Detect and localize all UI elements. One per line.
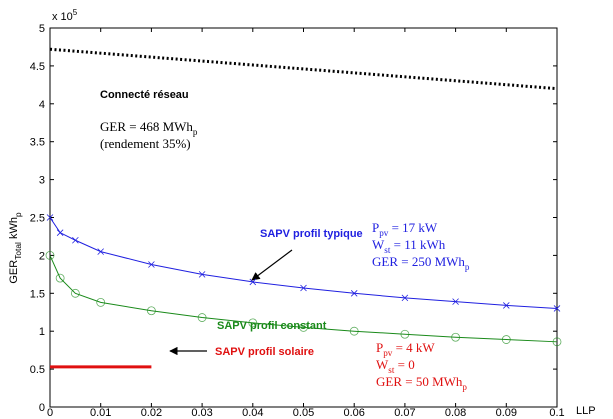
y-tick-label: 4 — [39, 99, 45, 111]
subscript: p — [193, 127, 198, 137]
y-tick-label: 1.5 — [30, 288, 45, 300]
marker — [146, 306, 156, 316]
x-tick-label: 0.03 — [191, 407, 212, 419]
text-part: P — [372, 220, 379, 235]
x-tick-label: 0.05 — [293, 407, 314, 419]
x-axis-label: LLP — [576, 405, 596, 417]
multiplier-base: x 10 — [52, 11, 73, 23]
subscript: st — [388, 365, 395, 375]
annotation: Ppv = 17 kW — [372, 220, 438, 238]
subscript: st — [384, 245, 391, 255]
x-tick-label: 0.09 — [496, 407, 517, 419]
series-line — [49, 255, 558, 343]
marker — [97, 248, 104, 255]
marker — [198, 271, 206, 278]
marker — [248, 318, 258, 328]
marker — [72, 236, 79, 244]
marker — [70, 288, 80, 298]
series-label: SAPV profil solaire — [215, 346, 314, 358]
subscript: p — [462, 382, 467, 392]
y-tick-label: 0.5 — [30, 364, 45, 376]
y-tick-label: 1 — [39, 326, 45, 338]
text-part: GER — [8, 260, 20, 284]
marker — [55, 273, 65, 283]
x-tick-label: 0.06 — [343, 407, 364, 419]
y-axis-label: GERTotal kWhp — [8, 212, 23, 284]
x-tick-label: 0.08 — [445, 407, 466, 419]
subscript: p — [13, 212, 23, 217]
text-part: GER = 468 MWh — [100, 119, 193, 134]
text-part: W — [376, 357, 389, 372]
y-tick-label: 2.5 — [30, 213, 45, 225]
marker — [45, 250, 55, 260]
y-tick-label: 3.5 — [30, 137, 45, 149]
x-tick-label: 0 — [47, 407, 53, 419]
marker — [552, 337, 562, 347]
series-label: Connecté réseau — [100, 89, 189, 101]
marker — [503, 302, 510, 309]
annotation: GER = 250 MWhp — [372, 254, 470, 272]
y-tick-label: 0 — [39, 402, 45, 414]
text-part: = 11 kWh — [390, 237, 445, 252]
text-part: = 4 kW — [392, 340, 435, 355]
text-part: kWh — [8, 217, 20, 242]
marker — [148, 261, 155, 268]
x-tick-label: 0.1 — [549, 407, 564, 419]
subscript: pv — [383, 348, 393, 358]
marker — [401, 294, 409, 302]
marker — [501, 335, 511, 344]
series-label: SAPV profil constant — [217, 320, 327, 332]
series-label: SAPV profil typique — [260, 228, 363, 240]
marker — [452, 298, 459, 305]
marker — [96, 297, 106, 307]
marker — [350, 290, 358, 297]
marker — [197, 313, 207, 322]
marker — [249, 278, 257, 286]
y-tick-label: 3 — [39, 175, 45, 187]
marker — [299, 323, 308, 332]
x-tick-label: 0.02 — [141, 407, 162, 419]
x-tick-label: 0.04 — [242, 407, 263, 419]
text-part: GER = 250 MWh — [372, 254, 465, 269]
x-tick-label: 0.01 — [90, 407, 111, 419]
multiplier-exp: 5 — [73, 8, 78, 17]
marker — [46, 214, 54, 221]
arrow — [251, 249, 293, 281]
marker — [400, 329, 410, 339]
subscript: pv — [379, 228, 389, 238]
y-tick-label: 2 — [39, 250, 45, 262]
text-part: P — [376, 340, 383, 355]
text-part: = 0 — [394, 357, 414, 372]
marker — [451, 332, 461, 342]
marker — [553, 305, 561, 312]
text-part: GER = 50 MWh — [376, 374, 463, 389]
annotation: Wst = 0 — [376, 357, 415, 375]
y-tick-label: 5 — [39, 23, 45, 35]
axis-multiplier: x 105 — [52, 8, 78, 23]
marker — [349, 326, 359, 336]
annotation: Wst = 11 kWh — [372, 237, 446, 255]
marker — [56, 229, 64, 236]
annotation: GER = 50 MWhp — [376, 374, 467, 392]
subscript: Total — [13, 242, 23, 260]
y-tick-label: 4.5 — [30, 61, 45, 73]
text-part: W — [372, 237, 385, 252]
subscript: p — [465, 262, 470, 272]
annotation: GER = 468 MWhp — [100, 119, 198, 137]
marker — [300, 284, 307, 292]
text-part: (rendement 35%) — [100, 136, 191, 151]
series-line — [49, 47, 558, 91]
annotation: Ppv = 4 kW — [376, 340, 435, 358]
annotation: (rendement 35%) — [100, 136, 191, 151]
x-tick-label: 0.07 — [394, 407, 415, 419]
text-part: = 17 kW — [388, 220, 438, 235]
